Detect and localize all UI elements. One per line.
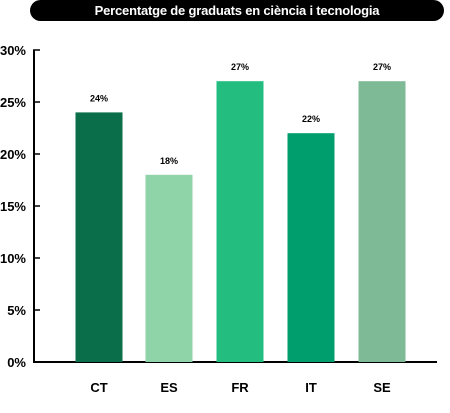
y-tick-label: 15% (0, 199, 26, 214)
chart-title-bar: Percentatge de graduats en ciència i tec… (30, 0, 444, 21)
category-label: CT (90, 380, 107, 395)
bar (358, 81, 406, 362)
data-label: 27% (373, 62, 391, 72)
bar-series (75, 81, 406, 363)
bar (75, 112, 123, 363)
data-label: 18% (160, 156, 178, 166)
data-labels: 24% 18% 27% 22% 27% (90, 62, 391, 166)
y-tick-label: 25% (0, 95, 26, 110)
bar (145, 174, 193, 362)
category-labels: CT ES FR IT SE (90, 380, 391, 395)
bar (287, 133, 335, 362)
y-tick-label: 20% (0, 147, 26, 162)
chart-title: Percentatge de graduats en ciència i tec… (94, 3, 380, 18)
category-label: IT (305, 380, 317, 395)
bar (216, 81, 264, 362)
category-label: SE (373, 380, 391, 395)
category-label: FR (231, 380, 249, 395)
y-axis-ticks: 0% 5% 10% 15% 20% 25% 30% (0, 43, 40, 370)
category-label: ES (160, 380, 178, 395)
y-tick-label: 30% (0, 43, 26, 58)
y-tick-label: 10% (0, 251, 26, 266)
data-label: 24% (90, 93, 108, 103)
y-tick-label: 5% (7, 303, 26, 318)
data-label: 22% (302, 114, 320, 124)
data-label: 27% (231, 62, 249, 72)
y-tick-label: 0% (7, 355, 26, 370)
